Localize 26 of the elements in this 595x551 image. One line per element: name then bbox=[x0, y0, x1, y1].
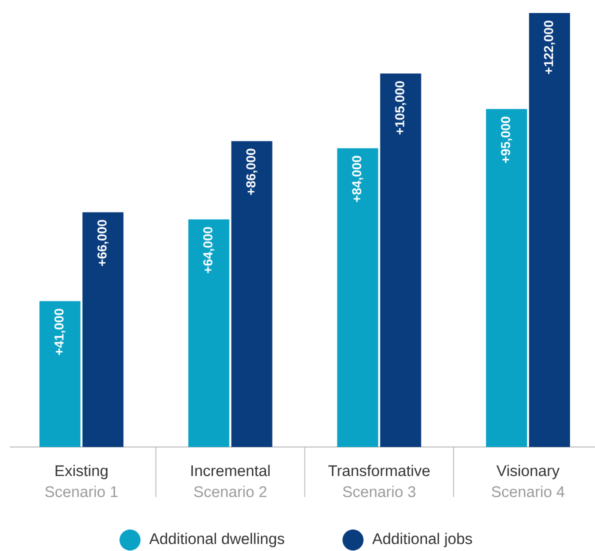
data-label: +105,000 bbox=[395, 81, 406, 135]
bar bbox=[337, 148, 378, 447]
x-tick-label: Visionary bbox=[496, 464, 560, 480]
x-tick-label: Transformative bbox=[328, 464, 430, 476]
bar bbox=[39, 301, 80, 447]
data-label: +41,000 bbox=[54, 308, 66, 355]
legend-label: Additional dwellings bbox=[149, 532, 284, 548]
text: Scenario 4 bbox=[492, 486, 564, 498]
text: Scenario 2 bbox=[194, 486, 266, 498]
text: Scenario 3 bbox=[342, 486, 416, 498]
bar bbox=[380, 73, 422, 447]
x-tick-label: Incremental bbox=[191, 464, 270, 476]
data-label: +66,000 bbox=[97, 220, 108, 266]
text: Scenario 1 bbox=[45, 486, 118, 498]
data-label: +86,000 bbox=[246, 148, 258, 195]
data-label: +122,000 bbox=[544, 20, 556, 74]
x-tick-label: Existing bbox=[56, 464, 108, 480]
legend-label: Additional jobs bbox=[372, 532, 472, 548]
data-label: +84,000 bbox=[352, 156, 364, 202]
bar bbox=[529, 13, 570, 447]
bar bbox=[188, 219, 230, 447]
data-label: +95,000 bbox=[500, 116, 512, 163]
bar bbox=[231, 141, 272, 447]
bar bbox=[486, 109, 528, 447]
data-label: +64,000 bbox=[203, 227, 214, 274]
bar bbox=[82, 212, 124, 447]
